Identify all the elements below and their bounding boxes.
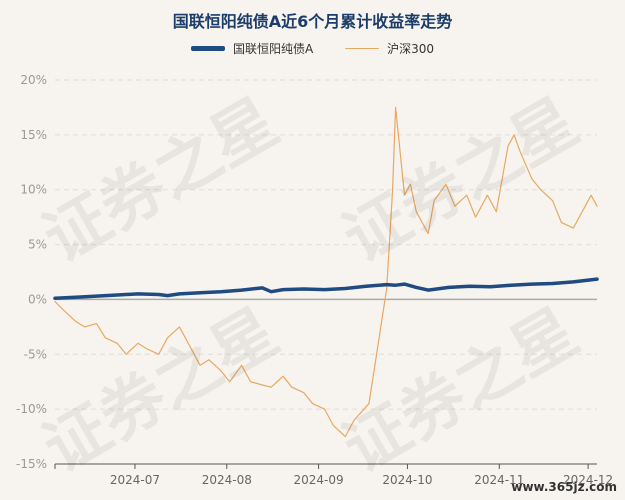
y-tick-label: 5%	[28, 238, 47, 252]
y-tick-label: -10%	[16, 402, 47, 416]
legend-label-fund: 国联恒阳纯债A	[232, 42, 314, 56]
y-tick-label: 15%	[20, 128, 47, 142]
legend-swatch-index	[345, 48, 380, 49]
x-tick-label: 2024-12	[563, 473, 613, 487]
legend-item-index[interactable]: 沪深300	[345, 40, 434, 57]
series-line-index	[54, 106, 598, 438]
legend-item-fund[interactable]: 国联恒阳纯债A	[190, 40, 314, 57]
x-tick-label: 2024-07	[110, 473, 160, 487]
legend-label-index: 沪深300	[387, 42, 435, 56]
x-tick-label: 2024-08	[202, 473, 252, 487]
x-tick-label: 2024-09	[294, 473, 344, 487]
y-tick-label: 0%	[28, 292, 47, 306]
y-tick-label: 20%	[20, 73, 47, 87]
y-tick-label: -5%	[24, 347, 47, 361]
site-watermark: www.365jz.com	[511, 480, 617, 494]
x-tick-label: 2024-10	[382, 473, 432, 487]
series-line-fund	[53, 277, 599, 301]
y-tick-label: -15%	[16, 457, 47, 471]
legend-swatch-fund	[190, 46, 225, 51]
y-tick-label: 10%	[20, 183, 47, 197]
x-tick-label: 2024-11	[474, 473, 524, 487]
chart-title: 国联恒阳纯债A近6个月累计收益率走势	[172, 12, 453, 31]
chart-legend: 国联恒阳纯债A 沪深300	[0, 40, 625, 57]
